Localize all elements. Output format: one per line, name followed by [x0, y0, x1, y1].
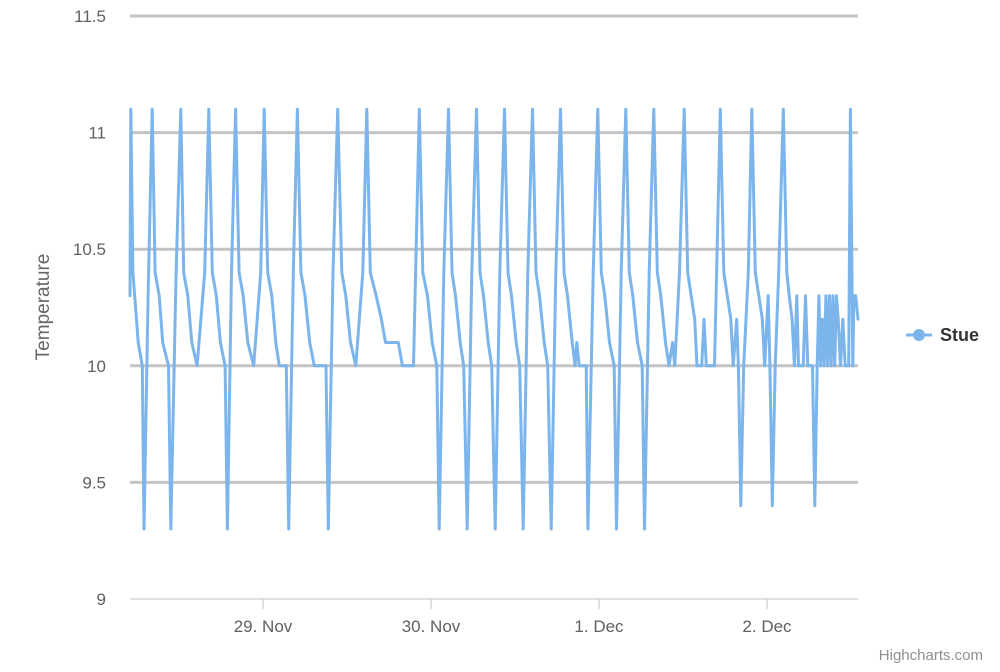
series-line-stue[interactable]	[128, 107, 860, 531]
y-tick-label: 11	[88, 124, 106, 143]
y-tick-label: 10	[87, 357, 106, 376]
x-axis-ticks: 29. Nov 30. Nov 1. Dec 2. Dec	[234, 599, 792, 636]
legend[interactable]: Stue	[906, 325, 979, 345]
y-tick-label: 10.5	[73, 240, 106, 259]
y-tick-label: 11.5	[74, 7, 106, 26]
y-axis-ticks: 9 9.5 10 10.5 11 11.5	[73, 7, 106, 609]
x-tick-label: 30. Nov	[402, 617, 461, 636]
series-layer	[128, 107, 860, 531]
credits-link[interactable]: Highcharts.com	[879, 647, 983, 664]
legend-marker	[913, 329, 925, 341]
x-tick-label: 29. Nov	[234, 617, 293, 636]
y-axis-label: Temperature	[33, 254, 54, 361]
grid-lines	[130, 14, 858, 484]
y-tick-label: 9.5	[82, 473, 106, 492]
y-tick-label: 9	[97, 590, 106, 609]
x-tick-label: 2. Dec	[742, 617, 792, 636]
legend-item-stue[interactable]: Stue	[940, 325, 979, 345]
x-tick-label: 1. Dec	[574, 617, 624, 636]
